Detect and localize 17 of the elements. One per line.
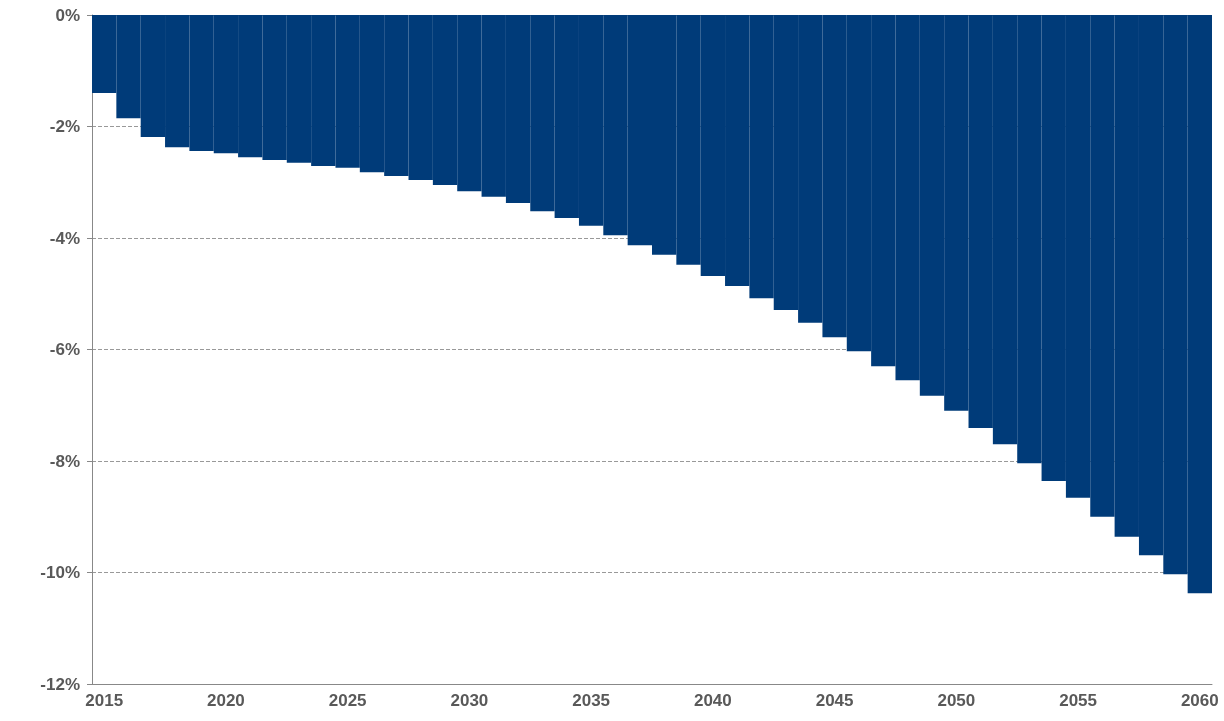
y-tick-label: -2% bbox=[49, 117, 80, 136]
y-tick-label: -8% bbox=[49, 451, 80, 471]
x-tick-label: 2015 bbox=[85, 691, 124, 710]
x-tick-label: 2040 bbox=[693, 691, 732, 710]
y-tick-label: -10% bbox=[40, 563, 80, 582]
x-tick-label: 2025 bbox=[328, 691, 367, 710]
x-tick-label: 2050 bbox=[937, 691, 976, 710]
x-tick-label: 2020 bbox=[207, 691, 245, 710]
x-tick-label: 2035 bbox=[572, 691, 611, 710]
y-tick-label: -6% bbox=[49, 340, 80, 359]
y-tick-label: -4% bbox=[49, 228, 80, 248]
x-tick-label: 2060 bbox=[1180, 691, 1219, 710]
y-tick-label: -12% bbox=[40, 674, 80, 694]
y-tick-label: 0% bbox=[55, 5, 80, 25]
x-tick-label: 2045 bbox=[815, 691, 854, 710]
x-tick-label: 2055 bbox=[1059, 691, 1097, 710]
x-tick-label: 2030 bbox=[450, 691, 489, 710]
